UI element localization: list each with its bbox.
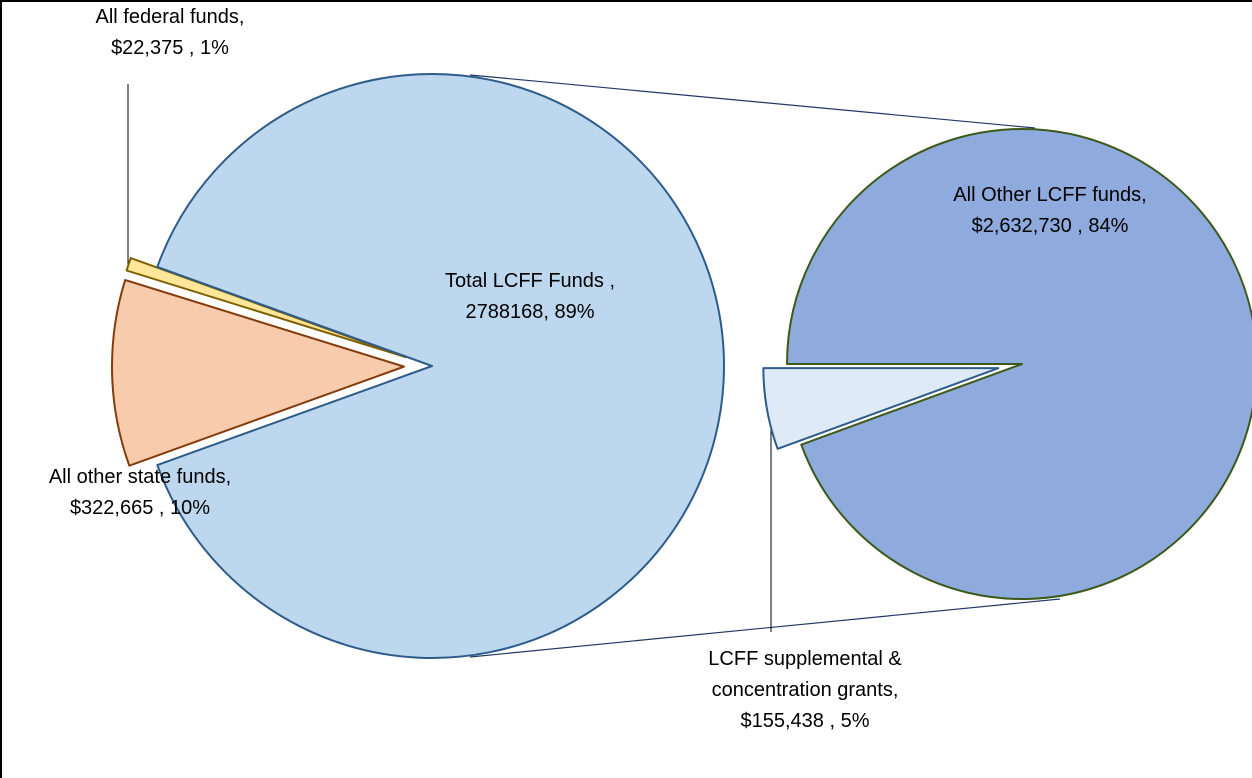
value-label: $322,665 , 10% (69, 497, 211, 519)
category-label: All Other LCFF funds, (953, 184, 1147, 206)
connector-line (469, 74, 1036, 129)
value-label: 2788168, 89% (465, 301, 595, 323)
value-label: $2,632,730 , 84% (971, 215, 1129, 237)
data-label: All Other LCFF funds, $2,632,730 , 84% (910, 180, 1190, 242)
connector-line (469, 598, 1061, 658)
data-label: LCFF supplemental & concentration grants… (695, 644, 915, 737)
data-label: Total LCFF Funds , 2788168, 89% (380, 266, 680, 328)
pie-slice (156, 73, 725, 659)
value-label: $22,375 , 1% (111, 37, 229, 59)
category-label: LCFF supplemental & concentration grants… (708, 648, 902, 701)
pie-slice (111, 279, 406, 467)
pie-slice (762, 367, 1000, 450)
category-label: Total LCFF Funds , (444, 270, 616, 292)
value-label: $155,438 , 5% (740, 710, 870, 732)
category-label: All federal funds, (95, 6, 245, 28)
data-label: All federal funds, $22,375 , 1% (40, 2, 300, 64)
pie-slice (786, 128, 1252, 600)
category-label: All other state funds, (48, 466, 232, 488)
data-label: All other state funds, $322,665 , 10% (0, 462, 280, 524)
